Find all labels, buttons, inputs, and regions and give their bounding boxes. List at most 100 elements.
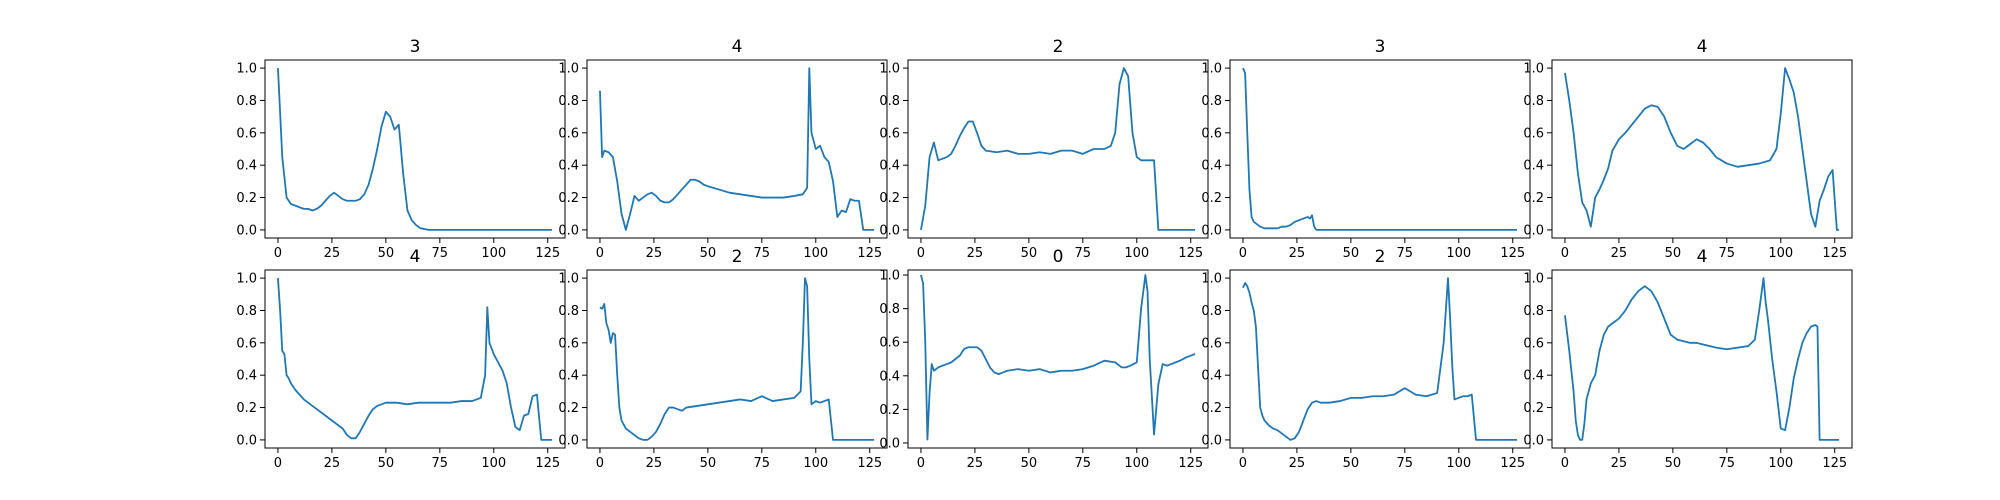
- series-line: [920, 67, 1196, 231]
- x-tick-label: 50: [378, 246, 395, 261]
- y-tick-label: 0.8: [558, 94, 579, 109]
- axes-frame: [1229, 59, 1531, 239]
- y-tick-label: 0.8: [236, 94, 257, 109]
- x-tick-label: 100: [481, 456, 506, 471]
- y-tick-label: 0.6: [1201, 336, 1222, 351]
- x-tick-label: 0: [1239, 456, 1247, 471]
- subplot-10: 4 0 25 50 75 100 125 0.0 0.2 0.4 0.6 0.8 1.0: [1523, 247, 1853, 471]
- x-tick-label: 0: [1239, 246, 1247, 261]
- y-tick-label: 1.0: [236, 272, 257, 287]
- x-tick-label: 25: [324, 246, 341, 261]
- y-tick-label: 0.6: [1523, 336, 1544, 351]
- subplot-title: 4: [410, 247, 421, 267]
- x-tick-label: 25: [1289, 456, 1306, 471]
- y-tick-label: 0.0: [1523, 223, 1544, 238]
- x-tick-label: 25: [1289, 246, 1306, 261]
- subplot-title: 0: [1053, 247, 1064, 267]
- subplot-title: 4: [732, 37, 743, 57]
- axes-frame: [264, 59, 566, 239]
- y-tick-label: 0.0: [1201, 223, 1222, 238]
- x-tick-label: 75: [1397, 456, 1414, 471]
- subplot-4: 3 0 25 50 75 100 125 0.0 0.2 0.4 0.6 0.8 1.0: [1201, 37, 1531, 261]
- x-tick-label: 0: [1561, 456, 1569, 471]
- y-tick-label: 0.6: [558, 126, 579, 141]
- x-tick-label: 25: [1611, 456, 1628, 471]
- y-tick-label: 0.8: [1523, 94, 1544, 109]
- x-tick-label: 50: [378, 456, 395, 471]
- y-tick-label: 0.6: [1201, 126, 1222, 141]
- axes-frame: [586, 269, 888, 449]
- series-line: [277, 68, 553, 231]
- subplot-1: 3 0 25 50 75 100 125 0.0 0.2 0.4 0.6 0.8 1.0: [236, 37, 566, 261]
- axes-frame: [1229, 269, 1531, 449]
- subplot-9: 2 0 25 50 75 100 125 0.0 0.2 0.4 0.6 0.8 1.0: [1201, 247, 1531, 471]
- y-tick-label: 0.2: [1201, 401, 1222, 416]
- subplot-2: 4 0 25 50 75 100 125 0.0 0.2 0.4 0.6 0.8 1.0: [558, 37, 888, 261]
- y-tick-label: 0.2: [879, 403, 900, 418]
- y-tick-label: 0.8: [1523, 304, 1544, 319]
- y-tick-label: 0.2: [236, 401, 257, 416]
- x-tick-label: 50: [1021, 456, 1038, 471]
- x-tick-label: 75: [432, 246, 449, 261]
- x-tick-label: 125: [1178, 456, 1203, 471]
- subplot-7: 2 0 25 50 75 100 125 0.0 0.2 0.4 0.6 0.8 1.0: [558, 247, 888, 471]
- y-tick-label: 0.4: [558, 159, 579, 174]
- series-line: [599, 67, 875, 231]
- x-tick-label: 0: [917, 456, 925, 471]
- y-tick-label: 1.0: [236, 62, 257, 77]
- x-tick-label: 25: [646, 246, 663, 261]
- y-tick-label: 1.0: [1201, 272, 1222, 287]
- y-tick-label: 1.0: [879, 62, 900, 77]
- y-tick-label: 0.8: [1201, 94, 1222, 109]
- x-tick-label: 75: [1719, 246, 1736, 261]
- y-tick-label: 1.0: [1201, 62, 1222, 77]
- x-tick-label: 75: [432, 456, 449, 471]
- axes-frame: [1551, 269, 1853, 449]
- subplot-title: 2: [732, 247, 743, 267]
- y-tick-label: 0.8: [236, 304, 257, 319]
- x-tick-label: 0: [596, 456, 604, 471]
- y-tick-label: 0.4: [879, 369, 900, 384]
- x-tick-label: 75: [754, 246, 771, 261]
- subplot-8: 0 0 25 50 75 100 125 0.0 0.2 0.4 0.6 0.8 1.0: [879, 247, 1209, 471]
- axes-frame: [907, 269, 1209, 449]
- y-tick-label: 0.4: [1523, 369, 1544, 384]
- y-tick-label: 0.0: [558, 223, 579, 238]
- y-tick-label: 0.8: [879, 302, 900, 317]
- series-line: [920, 274, 1196, 441]
- y-tick-label: 1.0: [558, 62, 579, 77]
- x-tick-label: 125: [1822, 456, 1847, 471]
- x-tick-label: 125: [1500, 246, 1525, 261]
- x-tick-label: 0: [596, 246, 604, 261]
- y-tick-label: 0.4: [1201, 369, 1222, 384]
- series-line: [1564, 67, 1840, 231]
- y-tick-label: 0.0: [236, 433, 257, 448]
- subplot-3: 2 0 25 50 75 100 125 0.0 0.2 0.4 0.6 0.8 1.0: [879, 37, 1209, 261]
- x-tick-label: 0: [274, 246, 282, 261]
- subplot-title: 3: [410, 37, 421, 57]
- y-tick-label: 0.0: [879, 436, 900, 451]
- x-tick-label: 75: [1075, 246, 1092, 261]
- x-tick-label: 50: [700, 456, 717, 471]
- y-tick-label: 0.2: [236, 191, 257, 206]
- x-tick-label: 100: [1768, 456, 1793, 471]
- x-tick-label: 100: [1124, 456, 1149, 471]
- y-tick-label: 0.2: [1523, 191, 1544, 206]
- subplot-title: 4: [1697, 247, 1708, 267]
- x-tick-label: 0: [917, 246, 925, 261]
- subplot-6: 4 0 25 50 75 100 125 0.0 0.2 0.4 0.6 0.8 1.0: [236, 247, 566, 471]
- y-tick-label: 0.6: [236, 336, 257, 351]
- y-tick-label: 0.6: [236, 126, 257, 141]
- axes-frame: [907, 59, 1209, 239]
- y-tick-label: 1.0: [1523, 272, 1544, 287]
- series-line: [599, 277, 875, 441]
- y-tick-label: 0.8: [879, 94, 900, 109]
- y-tick-label: 0.6: [879, 126, 900, 141]
- x-tick-label: 25: [967, 246, 984, 261]
- x-tick-label: 50: [1343, 456, 1360, 471]
- x-tick-label: 125: [1500, 456, 1525, 471]
- series-line: [277, 278, 553, 441]
- axes-frame: [1551, 59, 1853, 239]
- x-tick-label: 25: [324, 456, 341, 471]
